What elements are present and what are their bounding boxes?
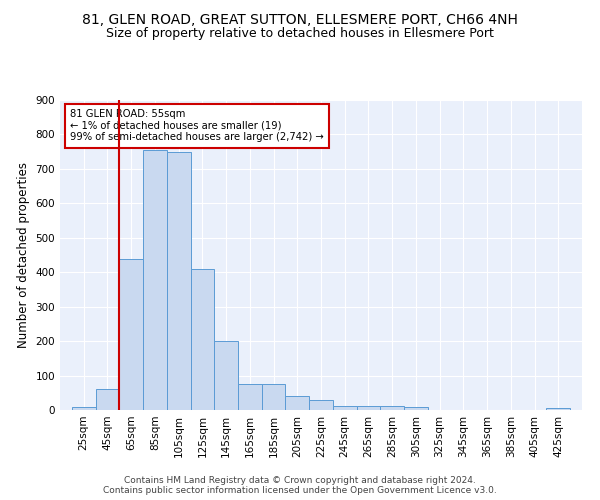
Bar bbox=[119, 259, 143, 410]
Bar bbox=[95, 390, 119, 410]
Bar bbox=[191, 269, 214, 410]
Text: 81 GLEN ROAD: 55sqm
← 1% of detached houses are smaller (19)
99% of semi-detache: 81 GLEN ROAD: 55sqm ← 1% of detached hou… bbox=[70, 110, 324, 142]
Y-axis label: Number of detached properties: Number of detached properties bbox=[17, 162, 30, 348]
Bar bbox=[404, 406, 428, 410]
Bar bbox=[72, 406, 95, 410]
Bar bbox=[238, 384, 262, 410]
Bar bbox=[380, 406, 404, 410]
Text: 81, GLEN ROAD, GREAT SUTTON, ELLESMERE PORT, CH66 4NH: 81, GLEN ROAD, GREAT SUTTON, ELLESMERE P… bbox=[82, 12, 518, 26]
Bar bbox=[262, 384, 286, 410]
Text: Contains HM Land Registry data © Crown copyright and database right 2024.
Contai: Contains HM Land Registry data © Crown c… bbox=[103, 476, 497, 495]
Bar bbox=[333, 406, 356, 410]
Bar bbox=[143, 150, 167, 410]
Text: Size of property relative to detached houses in Ellesmere Port: Size of property relative to detached ho… bbox=[106, 28, 494, 40]
Bar bbox=[214, 341, 238, 410]
Bar bbox=[356, 406, 380, 410]
Bar bbox=[547, 408, 570, 410]
Bar bbox=[286, 396, 309, 410]
Bar bbox=[167, 152, 191, 410]
Bar bbox=[309, 400, 333, 410]
